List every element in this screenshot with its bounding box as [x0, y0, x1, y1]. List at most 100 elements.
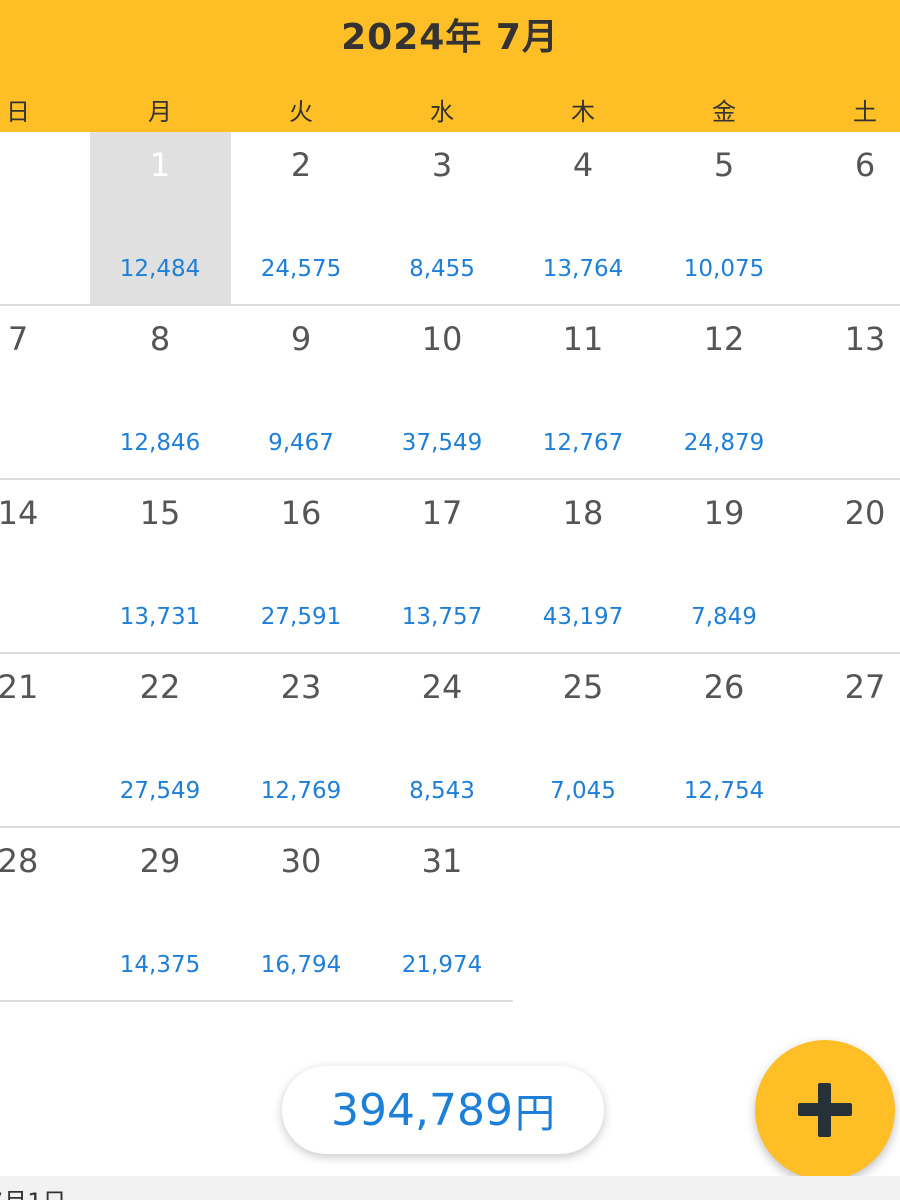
day-cell[interactable]: 6 — [795, 132, 900, 305]
weekday-sun: 日 — [6, 98, 30, 126]
day-cell[interactable]: 5 10,075 — [654, 132, 795, 305]
day-number: 14 — [0, 494, 39, 532]
day-number: 18 — [562, 494, 604, 532]
day-amount: 8,455 — [409, 256, 475, 282]
day-cell[interactable]: 9 9,467 — [231, 306, 372, 479]
day-amount: 13,731 — [119, 604, 201, 630]
day-number: 4 — [572, 146, 594, 184]
day-number: 9 — [290, 320, 312, 358]
day-cell[interactable]: 13 — [795, 306, 900, 479]
day-number: 15 — [139, 494, 181, 532]
day-number: 16 — [280, 494, 322, 532]
weekday-tue: 火 — [289, 98, 313, 126]
day-amount: 27,549 — [119, 778, 201, 804]
day-cell[interactable]: 26 12,754 — [654, 654, 795, 827]
day-amount: 12,769 — [260, 778, 342, 804]
day-cell[interactable]: 21 — [0, 654, 89, 827]
monthly-total-unit: 円 — [514, 1091, 555, 1137]
day-cell[interactable]: 18 43,197 — [513, 480, 654, 653]
day-cell[interactable]: 20 — [795, 480, 900, 653]
day-cell[interactable]: 31 21,974 — [372, 828, 513, 1001]
row-divider — [0, 1000, 513, 1002]
weekday-fri: 金 — [712, 98, 736, 126]
day-cell[interactable]: 2 24,575 — [231, 132, 372, 305]
day-amount: 43,197 — [542, 604, 624, 630]
day-amount: 13,764 — [542, 256, 624, 282]
day-cell[interactable]: 14 — [0, 480, 89, 653]
day-cell[interactable]: 30 16,794 — [231, 828, 372, 1001]
day-amount: 12,754 — [683, 778, 765, 804]
day-number: 31 — [421, 842, 463, 880]
day-cell[interactable]: 17 13,757 — [372, 480, 513, 653]
day-amount: 16,794 — [260, 952, 342, 978]
day-number: 1 — [149, 146, 171, 184]
day-amount: 7,849 — [691, 604, 757, 630]
day-number: 22 — [139, 668, 181, 706]
day-amount: 14,375 — [119, 952, 201, 978]
day-cell[interactable]: 4 13,764 — [513, 132, 654, 305]
day-number: 21 — [0, 668, 39, 706]
selected-date-bar: 7月1日 — [0, 1176, 900, 1200]
day-amount: 12,846 — [119, 430, 201, 456]
day-number: 10 — [421, 320, 463, 358]
day-number: 13 — [844, 320, 886, 358]
day-amount: 12,767 — [542, 430, 624, 456]
day-amount: 13,757 — [401, 604, 483, 630]
selected-date-label: 7月1日 — [0, 1182, 67, 1200]
day-cell[interactable]: 10 37,549 — [372, 306, 513, 479]
day-number: 11 — [562, 320, 604, 358]
weekday-sat: 土 — [853, 98, 877, 126]
day-cell[interactable]: 28 — [0, 828, 89, 1001]
day-amount: 10,075 — [683, 256, 765, 282]
day-cell[interactable]: 27 — [795, 654, 900, 827]
day-amount: 21,974 — [401, 952, 483, 978]
add-entry-button[interactable] — [755, 1040, 895, 1180]
day-cell[interactable]: 7 — [0, 306, 89, 479]
day-cell[interactable]: 25 7,045 — [513, 654, 654, 827]
day-number: 30 — [280, 842, 322, 880]
day-amount: 27,591 — [260, 604, 342, 630]
day-number: 2 — [290, 146, 312, 184]
month-title[interactable]: 2024年 7月 — [341, 17, 559, 58]
weekday-mon: 月 — [148, 98, 172, 126]
day-number: 19 — [703, 494, 745, 532]
day-amount: 12,484 — [119, 256, 201, 282]
day-amount: 24,879 — [683, 430, 765, 456]
day-number: 8 — [149, 320, 171, 358]
row-divider — [0, 478, 900, 480]
day-number: 27 — [844, 668, 886, 706]
day-number: 7 — [7, 320, 29, 358]
day-amount: 7,045 — [550, 778, 616, 804]
day-cell[interactable]: 16 27,591 — [231, 480, 372, 653]
day-cell[interactable]: 19 7,849 — [654, 480, 795, 653]
day-amount: 9,467 — [268, 430, 334, 456]
weekday-wed: 水 — [430, 98, 454, 126]
day-cell[interactable]: 29 14,375 — [90, 828, 231, 1001]
day-amount: 24,575 — [260, 256, 342, 282]
day-cell[interactable]: 15 13,731 — [90, 480, 231, 653]
day-cell[interactable]: 23 12,769 — [231, 654, 372, 827]
day-number: 29 — [139, 842, 181, 880]
day-amount: 37,549 — [401, 430, 483, 456]
day-number: 6 — [854, 146, 876, 184]
day-number: 26 — [703, 668, 745, 706]
monthly-total-value: 394,789 — [331, 1084, 513, 1136]
day-number: 20 — [844, 494, 886, 532]
day-number: 5 — [713, 146, 735, 184]
day-cell[interactable]: 24 8,543 — [372, 654, 513, 827]
day-amount: 8,543 — [409, 778, 475, 804]
day-cell[interactable]: 12 24,879 — [654, 306, 795, 479]
day-number: 17 — [421, 494, 463, 532]
monthly-total[interactable]: 394,789 円 — [282, 1066, 604, 1154]
day-cell[interactable]: 11 12,767 — [513, 306, 654, 479]
day-cell[interactable]: 1 12,484 — [89, 132, 231, 305]
weekday-thu: 木 — [571, 98, 595, 126]
day-number: 24 — [421, 668, 463, 706]
calendar-header: 2024年 7月 日 月 火 水 木 金 土 — [0, 0, 900, 132]
day-number: 25 — [562, 668, 604, 706]
day-cell[interactable]: 8 12,846 — [90, 306, 231, 479]
day-cell[interactable]: 3 8,455 — [372, 132, 513, 305]
day-cell[interactable]: 22 27,549 — [90, 654, 231, 827]
row-divider — [0, 304, 900, 306]
row-divider — [0, 652, 900, 654]
